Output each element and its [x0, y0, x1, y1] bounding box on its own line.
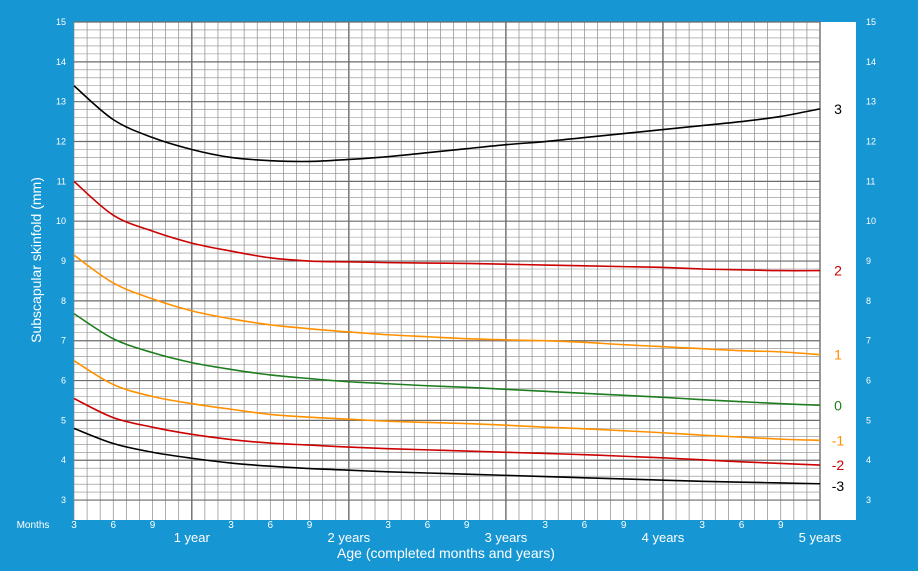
- y-tick-label-left: 9: [61, 256, 66, 266]
- y-tick-label-left: 13: [56, 97, 66, 107]
- y-tick-label-right: 9: [866, 256, 871, 266]
- y-tick-label-left: 12: [56, 137, 66, 147]
- y-tick-label-right: 8: [866, 296, 871, 306]
- x-tick-label-month: 9: [464, 520, 470, 531]
- x-tick-label-year: 1 year: [174, 530, 211, 545]
- x-tick-label-month: 3: [228, 520, 234, 531]
- series-end-label: -3: [832, 478, 845, 494]
- y-tick-label-right: 6: [866, 376, 871, 386]
- series-end-label: -2: [832, 457, 845, 473]
- y-tick-label-left: 7: [61, 336, 66, 346]
- x-tick-label-month: 6: [110, 520, 116, 531]
- y-tick-label-left: 3: [61, 495, 66, 505]
- x-tick-label-year: 5 years: [799, 530, 842, 545]
- y-tick-label-left: 11: [57, 176, 66, 186]
- x-tick-labels: 3 6 9 3 6 9 3 6 9 3 6 9 3 6 9 1 year 2 years 3 years 4 yea…: [71, 520, 842, 545]
- y-tick-label-left: 15: [56, 17, 66, 27]
- series-line-1: [73, 254, 821, 356]
- x-tick-label-month: 9: [150, 520, 156, 531]
- y-tick-label-right: 3: [866, 495, 871, 505]
- y-tick-label-left: 10: [56, 216, 66, 226]
- series-end-labels: 3 2 1 0 -1 -2 -3: [832, 101, 845, 494]
- series-end-label: -1: [832, 432, 845, 448]
- x-tick-label-month: 3: [699, 520, 705, 531]
- series-line--1: [73, 359, 821, 442]
- y-axis-title: Subscapular skinfold (mm): [28, 177, 44, 343]
- x-tick-label-year: 3 years: [485, 530, 528, 545]
- series-line-0: [73, 312, 821, 407]
- x-tick-label-month: 6: [739, 520, 745, 531]
- series-line-2: [73, 180, 821, 272]
- x-tick-label-month: 3: [542, 520, 548, 531]
- y-tick-label-right: 12: [866, 137, 876, 147]
- grid: [73, 21, 821, 520]
- series-line--2: [73, 397, 821, 466]
- series-line-3: [73, 85, 821, 163]
- x-tick-label-month: 6: [268, 520, 274, 531]
- y-tick-label-left: 6: [61, 376, 66, 386]
- x-axis-title: Age (completed months and years): [337, 545, 555, 561]
- x-tick-label-month: 3: [71, 520, 77, 531]
- series-line--3: [73, 427, 821, 485]
- x-tick-label-month: 9: [778, 520, 784, 531]
- x-tick-label-year: 2 years: [328, 530, 371, 545]
- x-tick-label-month: 6: [582, 520, 588, 531]
- y-tick-label-left: 14: [56, 57, 66, 67]
- x-tick-label-month: 6: [425, 520, 431, 531]
- y-tick-label-right: 5: [866, 415, 871, 425]
- series-end-label: 0: [834, 397, 842, 413]
- series-end-label: 3: [834, 101, 842, 117]
- x-tick-label-month: 9: [621, 520, 627, 531]
- y-tick-label-right: 4: [866, 455, 871, 465]
- y-tick-label-left: 8: [61, 296, 66, 306]
- y-tick-label-right: 13: [866, 97, 876, 107]
- y-tick-label-right: 14: [866, 57, 876, 67]
- months-label: Months: [17, 520, 50, 531]
- y-tick-label-right: 15: [866, 17, 876, 27]
- x-tick-label-month: 3: [385, 520, 391, 531]
- series-end-label: 1: [834, 347, 842, 363]
- y-tick-label-left: 5: [61, 415, 66, 425]
- y-tick-label-right: 11: [866, 176, 875, 186]
- x-tick-label-year: 4 years: [642, 530, 685, 545]
- series-end-label: 2: [834, 263, 842, 279]
- x-tick-label-month: 9: [307, 520, 313, 531]
- y-tick-label-right: 10: [866, 216, 876, 226]
- y-tick-label-left: 4: [61, 455, 66, 465]
- y-tick-label-right: 7: [866, 336, 871, 346]
- series-lines: [73, 85, 821, 485]
